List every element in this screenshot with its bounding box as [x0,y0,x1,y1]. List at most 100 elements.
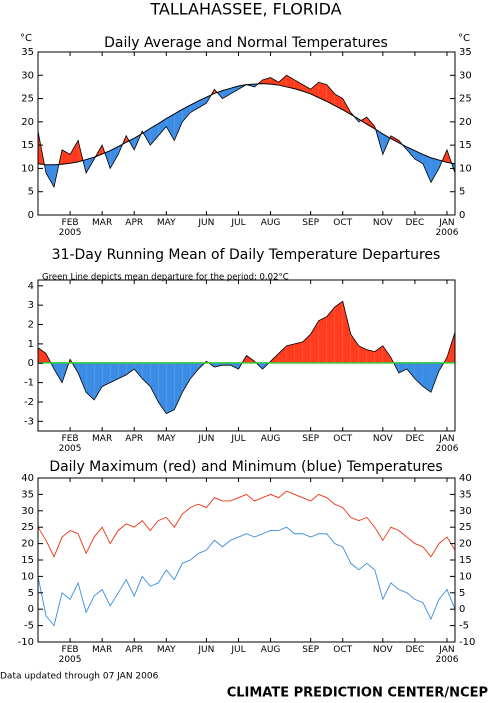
departure-fill [318,82,327,102]
x-tick-label: AUG [260,434,281,444]
x-tick-label: MAR [92,218,113,228]
departure-fill [198,97,207,108]
y2-tick-label: 30 [459,506,472,517]
x-tick-label: JUL [231,645,246,655]
departure-fill [318,316,327,364]
x-tick-label: DEC [405,645,425,655]
departure-fill [430,157,439,183]
y-tick-label: 0 [28,358,34,369]
departure-fill [294,79,303,92]
y-tick-label: 15 [21,555,34,566]
departure-fill [166,363,175,414]
departure-fill [94,363,103,401]
y2-tick-label: 0 [459,210,465,221]
x-tick-label: JAN 2006 [435,645,459,665]
departure-fill [182,105,191,122]
departure-fill [174,109,183,141]
departure-fill [143,128,151,146]
departure-fill [446,332,455,364]
y2-tick-label: 40 [459,473,472,484]
y-tick-label: 25 [21,522,34,533]
x-tick-label: DEC [405,218,425,228]
panel-title: Daily Maximum (red) and Minimum (blue) T… [49,459,442,475]
departure-fill [78,363,87,393]
departure-fill [134,363,143,379]
departure-fill [222,88,231,99]
y-tick-label: -2 [24,397,34,408]
x-tick-label: JUN [198,218,215,228]
departure-fill [358,345,367,364]
departure-fill [150,123,159,146]
x-tick-label: APR [125,434,144,444]
page-title: TALLAHASSEE, FLORIDA [149,0,341,19]
departure-fill [110,146,119,169]
departure-fill [222,363,231,366]
source: CLIMATE PREDICTION CENTER/NCEP [227,686,488,701]
y-tick-label: 0 [28,604,34,615]
y-tick-label: 35 [21,47,34,58]
x-tick-label: FEB 2005 [58,434,82,454]
y-tick-label: 15 [21,140,34,151]
x-tick-label: MAY [156,434,176,444]
departure-fill [270,77,279,86]
y2-tick-label: -10 [459,637,475,648]
departure-fill [126,363,135,375]
y2-tick-label: -5 [459,621,469,632]
plot-frame [37,51,456,216]
x-tick-label: AUG [260,645,281,655]
x-tick-label: DEC [405,434,425,444]
x-tick-label: JAN 2006 [435,434,459,454]
y-tick-label: 40 [21,473,34,484]
departure-fill [422,154,431,183]
departure-fill [326,84,335,106]
x-tick-label: MAR [92,434,113,444]
x-tick-label: OCT [333,434,353,444]
series-line [37,526,456,627]
x-tick-label: JUL [231,434,246,444]
departure-fill [390,135,399,143]
y2-tick-label: 25 [459,522,472,533]
y-tick-label: 30 [21,70,34,81]
y2-tick-label: 10 [459,571,472,582]
departure-fill [102,363,111,387]
departure-fill [174,363,183,410]
x-tick-label: OCT [333,218,353,228]
y2-tick-label: 35 [459,489,472,500]
departure-fill [366,349,375,364]
y-tick-label: 1 [28,339,34,350]
series-line [37,490,456,558]
departure-fill [278,75,287,87]
x-tick-label: SEP [302,434,320,444]
departure-fill [350,334,359,364]
y-tick-label: 5 [28,187,34,198]
x-tick-label: MAR [92,645,113,655]
plot-frame [37,279,456,432]
updated-note: Data updated through 07 JAN 2006 [0,672,159,682]
departure-fill [262,77,271,85]
departure-fill [310,82,319,98]
x-tick-label: JUN [198,645,215,655]
annotation: Green Line depicts mean departure for th… [42,273,289,283]
x-tick-label: SEP [302,645,320,655]
y-tick-label: 10 [21,163,34,174]
departure-fill [422,363,431,393]
y2-tick-label: 30 [459,70,472,81]
departure-fill [286,75,295,89]
y-tick-label: 0 [28,210,34,221]
departure-fill [361,117,367,125]
y-tick-label: 25 [21,94,34,105]
y2-tick-label: 15 [459,555,472,566]
y2-tick-label: 5 [459,588,465,599]
y-tick-label: 35 [21,489,34,500]
plot-frame [37,477,456,643]
departure-fill [166,113,175,141]
departure-fill [86,363,95,401]
panel-title: Daily Average and Normal Temperatures [104,35,388,51]
x-tick-label: JUL [231,218,246,228]
departure-fill [158,363,167,414]
y-tick-label: 2 [28,320,34,331]
y2-tick-label: 20 [459,117,472,128]
y2-tick-label: 0 [459,604,465,615]
departure-fill [302,334,311,364]
